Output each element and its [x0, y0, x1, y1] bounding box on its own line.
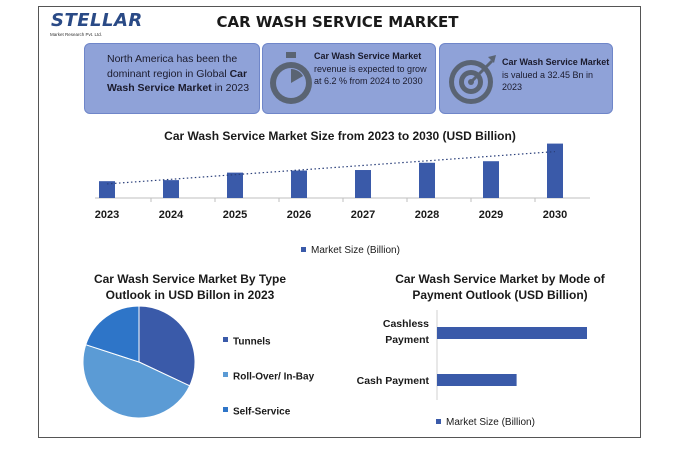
x-tick-label: 2024	[159, 209, 184, 221]
bar-2027	[355, 170, 371, 198]
bar-2024	[163, 180, 179, 198]
type-outlook-pie-chart: Tunnels Roll-Over/ In-Bay Self-Service	[82, 305, 315, 419]
trend-line	[106, 150, 556, 185]
market-size-chart: 2023 2024 2025 2026 2027 2028 2029 2030	[95, 143, 590, 221]
legend-label: Market Size (Billion)	[446, 417, 535, 428]
hbar-cash-payment	[437, 374, 517, 386]
info-box-value-text: is valued a 32.45 Bn in 2023	[502, 69, 594, 93]
legend-swatch	[223, 407, 228, 412]
hbar-cashless-payment	[437, 327, 587, 339]
info-box-region-suffix: in 2023	[211, 82, 250, 94]
info-box-region-bold: Car Wash Service Market	[107, 67, 248, 95]
logo-name: STELLAR	[51, 10, 143, 31]
x-tick-label: 2026	[287, 209, 311, 221]
x-tick-label: 2023	[95, 209, 119, 221]
legend-swatch	[223, 372, 228, 377]
x-tick-label: 2030	[543, 209, 567, 221]
payment-mode-chart: Cashless Payment Cash Payment	[357, 310, 587, 400]
info-box-region: North America has been the dominant regi…	[84, 43, 260, 114]
legend-label: Market Size (Billion)	[311, 245, 400, 256]
y-tick-label: Cash Payment	[357, 375, 430, 387]
market-size-legend: Market Size (Billion)	[301, 245, 400, 256]
logo-tagline: Market Research Pvt. Ltd.	[50, 32, 103, 37]
pie-legend-label: Self-Service	[233, 407, 291, 418]
type-outlook-chart-title: Car Wash Service Market By Type Outlook …	[93, 272, 287, 302]
info-box-value-bold: Car Wash Service Market	[502, 57, 610, 67]
y-tick-label: Cashless Payment	[383, 318, 430, 346]
page-title: CAR WASH SERVICE MARKET	[216, 13, 459, 31]
bar-2023	[99, 181, 115, 198]
pie-slice-self-service	[85, 305, 140, 363]
info-box-region-text: North America has been the dominant regi…	[107, 53, 238, 80]
info-box-value: Car Wash Service Market is valued a 32.4…	[439, 43, 613, 114]
x-tick-label: 2027	[351, 209, 375, 221]
legend-swatch	[223, 337, 228, 342]
payment-legend: Market Size (Billion)	[436, 417, 535, 428]
x-tick-label: 2028	[415, 209, 439, 221]
pie-slice-tunnels	[138, 305, 196, 387]
bar-2029	[483, 161, 499, 198]
market-size-chart-title: Car Wash Service Market Size from 2023 t…	[164, 129, 516, 143]
bar-2030	[547, 143, 563, 198]
bar-2028	[419, 162, 435, 198]
pie-slice-roll-over-in-bay	[82, 344, 191, 419]
pie-legend-label: Roll-Over/ In-Bay	[233, 372, 315, 383]
target-icon	[449, 55, 496, 104]
bar-2025	[227, 172, 243, 198]
stellar-logo: STELLAR Market Research Pvt. Ltd.	[46, 8, 142, 42]
x-tick-label: 2025	[223, 209, 247, 221]
payment-chart-title: Car Wash Service Market by Mode of Payme…	[395, 272, 605, 302]
x-tick-label: 2029	[479, 209, 503, 221]
pie-legend-label: Tunnels	[233, 337, 271, 348]
info-box-growth-text: revenue is expected to grow at 6.2 % fro…	[314, 63, 427, 87]
info-box-growth-bold: Car Wash Service Market	[314, 51, 422, 61]
legend-swatch	[436, 418, 441, 424]
stopwatch-icon	[270, 52, 312, 104]
legend-swatch	[301, 246, 306, 252]
info-box-growth: Car Wash Service Market revenue is expec…	[262, 43, 436, 114]
bar-2026	[291, 170, 307, 198]
